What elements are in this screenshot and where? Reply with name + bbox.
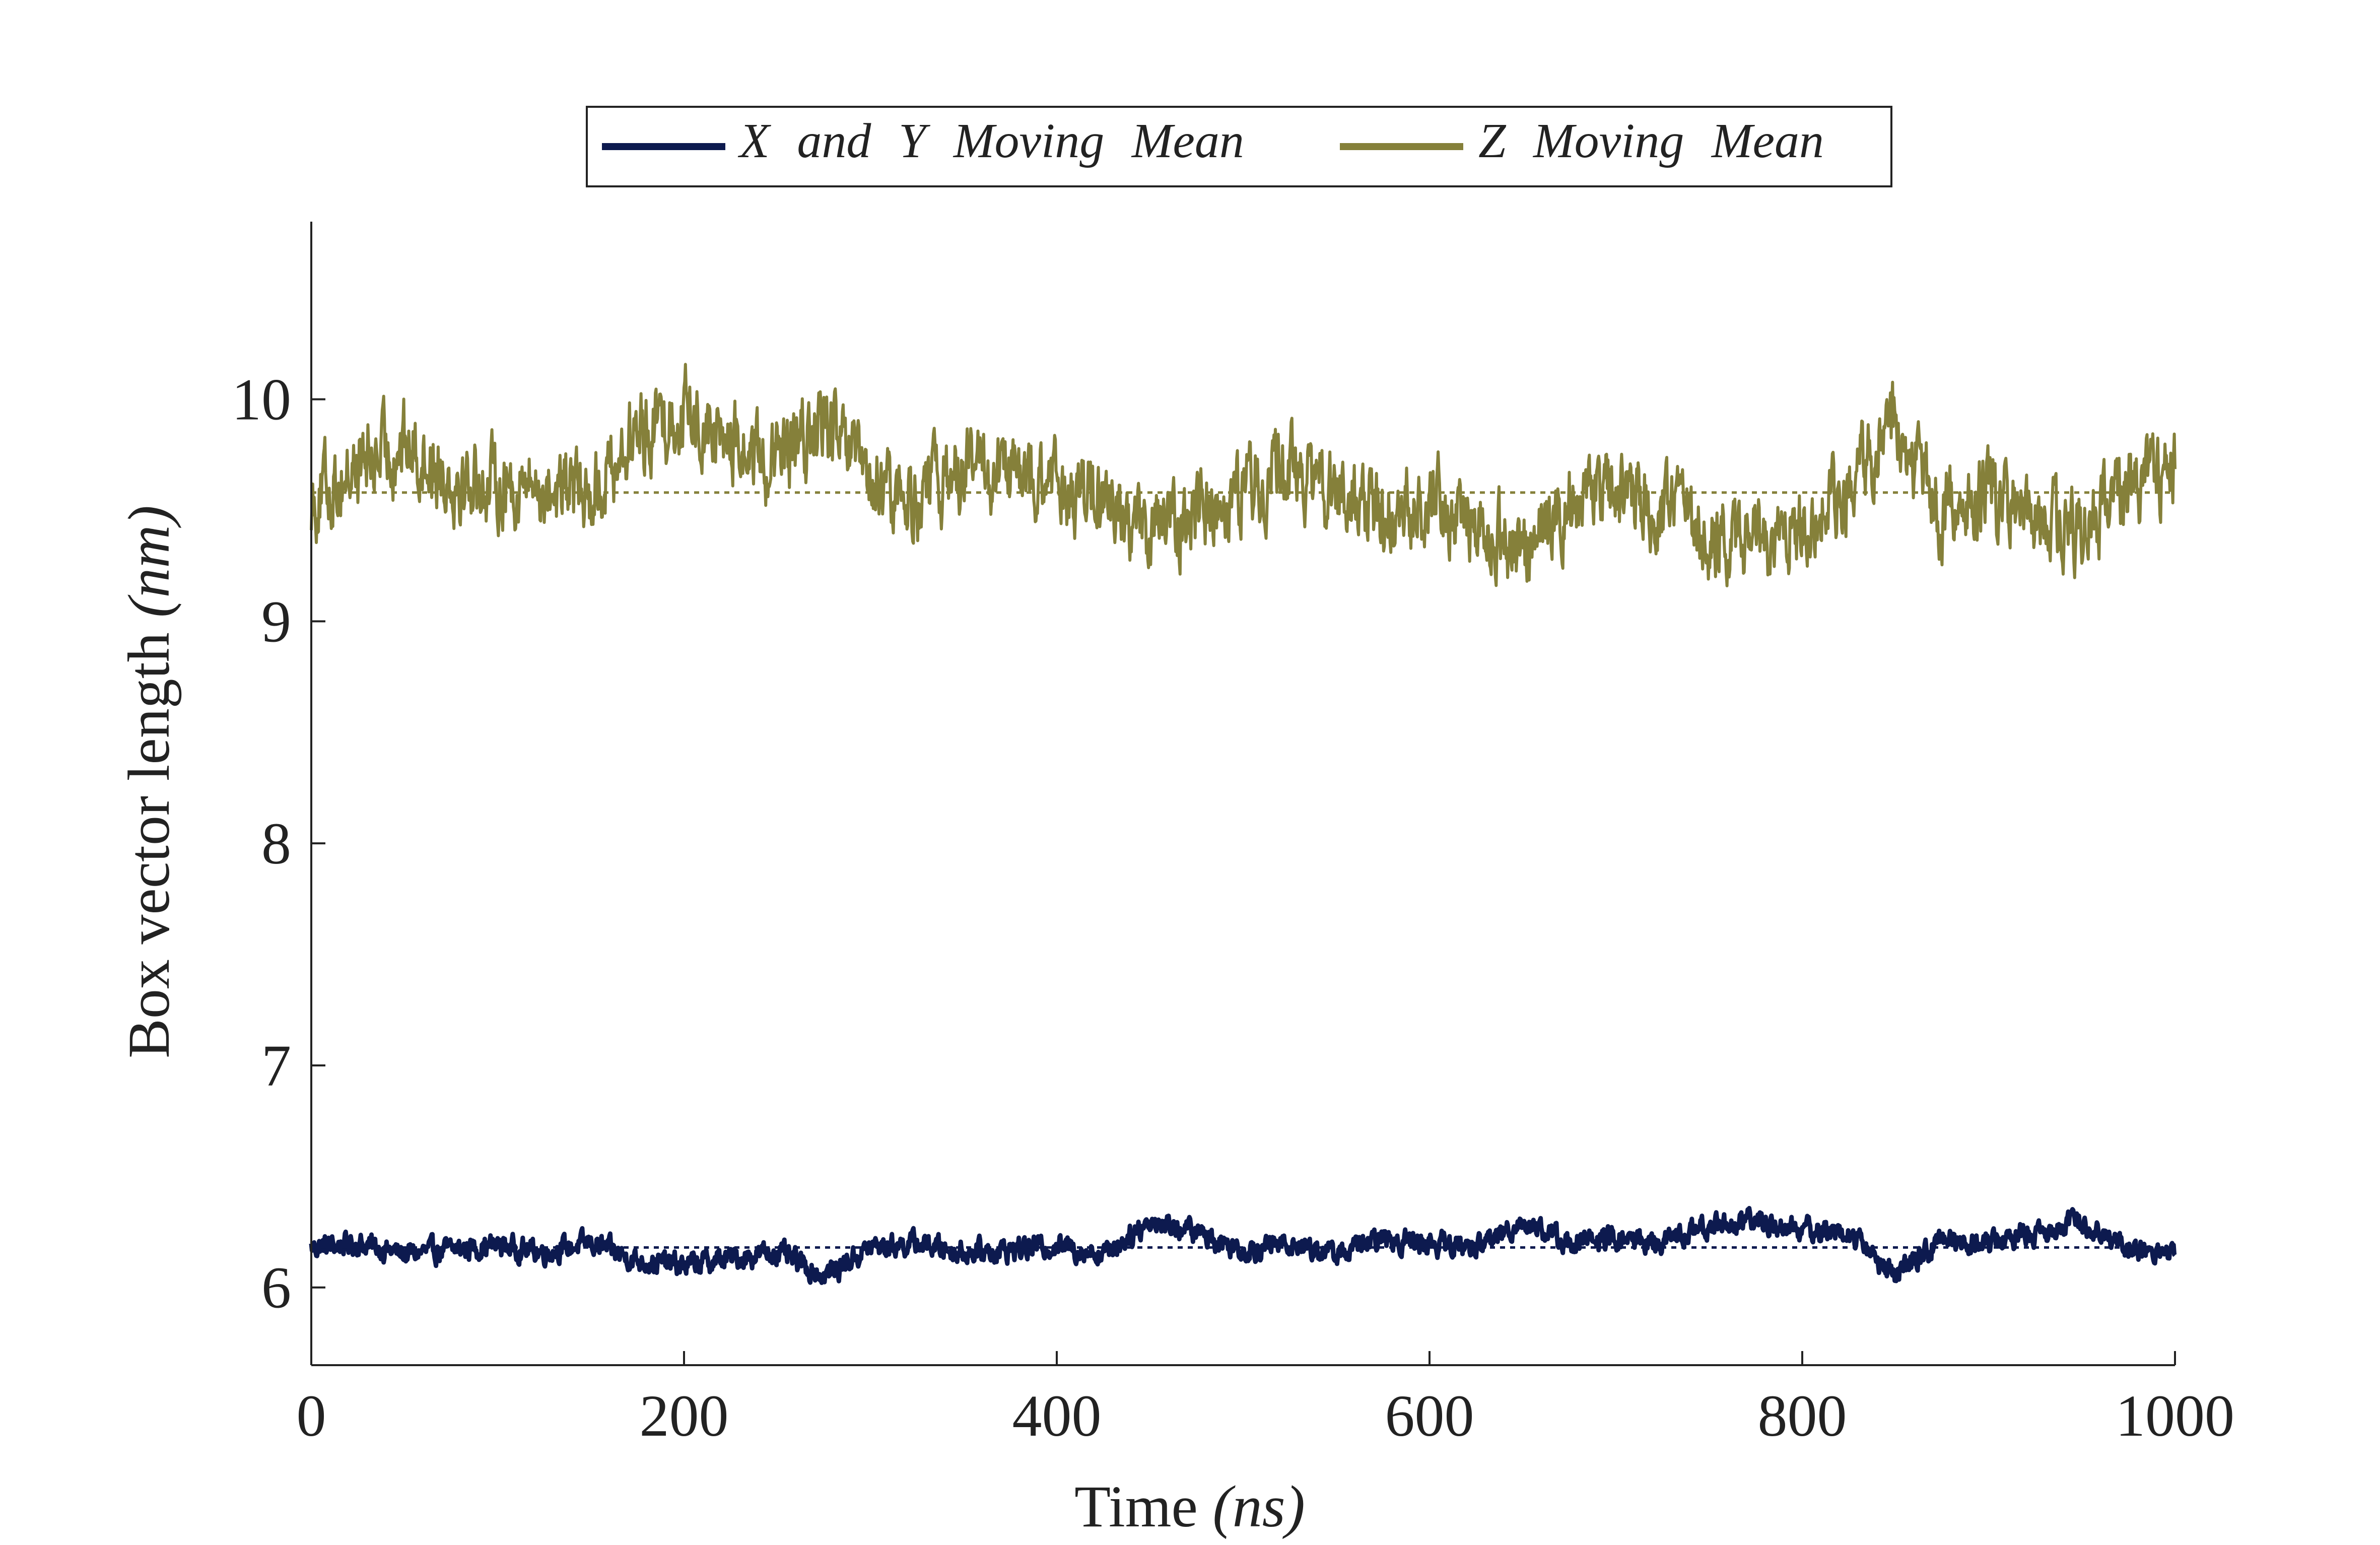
x-tick-label: 0 bbox=[297, 1383, 326, 1449]
y-axis-label-unit: (nm) bbox=[116, 505, 182, 618]
x-tick-label: 400 bbox=[1012, 1383, 1102, 1449]
y-tick-label: 7 bbox=[261, 1033, 291, 1099]
axes: 0 200 400 600 800 1000 6 7 8 9 10 bbox=[232, 222, 2234, 1449]
y-tick-label: 9 bbox=[261, 588, 291, 654]
legend-box bbox=[586, 106, 1892, 187]
x-tick-label: 600 bbox=[1385, 1383, 1474, 1449]
series-line-1 bbox=[310, 363, 2177, 587]
y-axis-label-main: Box vector length bbox=[116, 632, 182, 1058]
x-axis-label-unit: (ns) bbox=[1212, 1473, 1305, 1539]
x-tick-label: 200 bbox=[640, 1383, 729, 1449]
legend-label-z: Z Moving Mean bbox=[1478, 114, 1824, 168]
series-layer bbox=[309, 363, 2177, 1285]
x-axis-label-main: Time bbox=[1074, 1473, 1198, 1539]
series-line-0 bbox=[309, 1205, 2177, 1285]
y-tick-label: 10 bbox=[232, 367, 291, 433]
y-tick-label: 8 bbox=[261, 811, 291, 877]
x-tick-label: 800 bbox=[1758, 1383, 1847, 1449]
y-axis-label: Box vector length (nm) bbox=[116, 505, 182, 1058]
y-tick-label: 6 bbox=[261, 1255, 291, 1321]
x-tick-label: 1000 bbox=[2116, 1383, 2234, 1449]
x-axis-label: Time (ns) bbox=[1074, 1473, 1305, 1539]
legend-label-xy: X and Y Moving Mean bbox=[737, 114, 1244, 168]
legend: X and Y Moving Mean Z Moving Mean bbox=[586, 106, 1892, 187]
